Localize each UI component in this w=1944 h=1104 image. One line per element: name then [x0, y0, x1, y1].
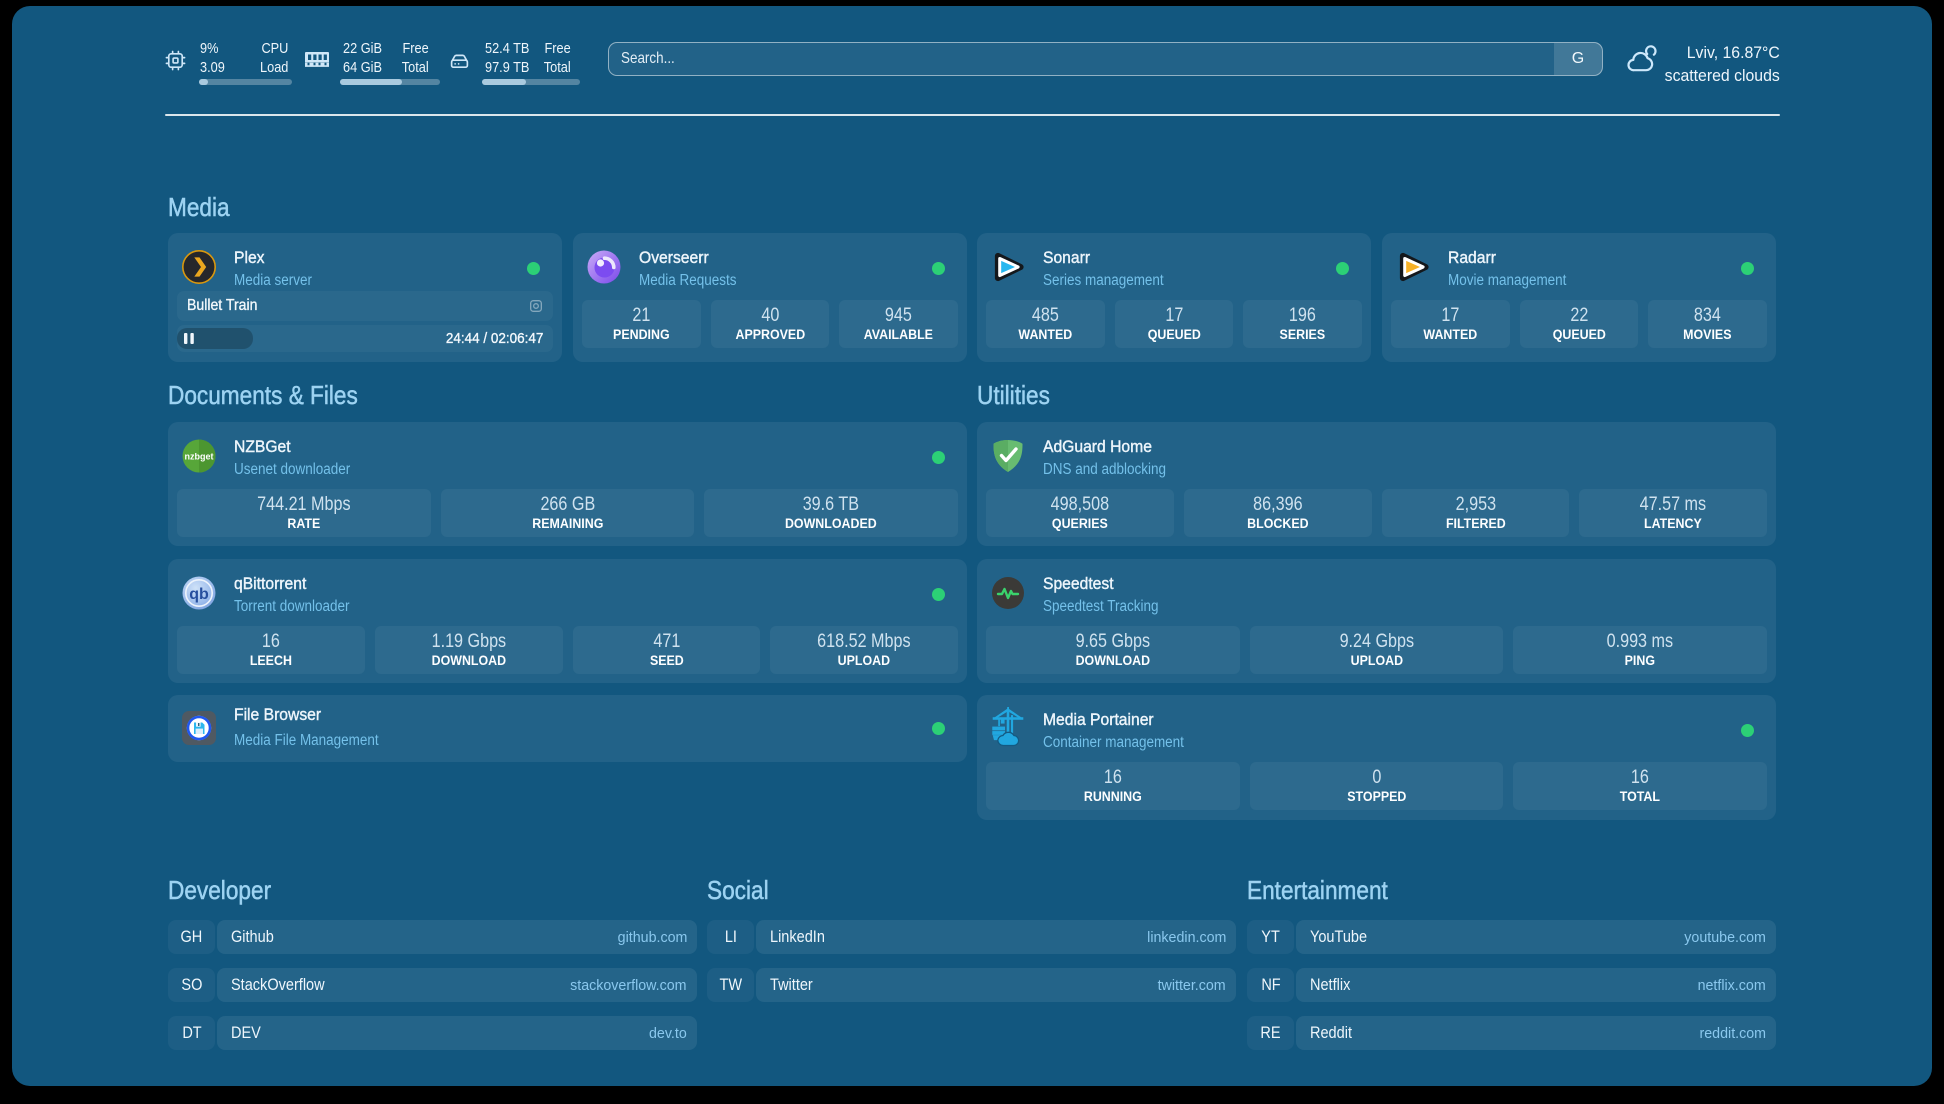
svg-text:nzbget: nzbget	[185, 452, 214, 462]
svg-text:qb: qb	[189, 586, 209, 603]
